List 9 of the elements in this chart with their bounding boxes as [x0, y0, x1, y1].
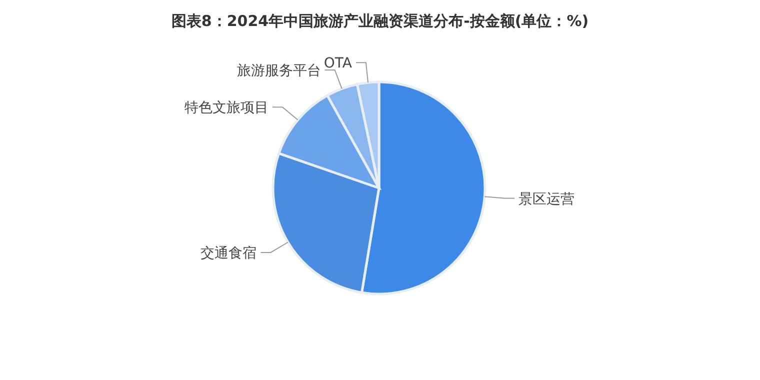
pie-slice: [278, 94, 380, 190]
slice-label: 交通食宿: [200, 245, 257, 262]
slice-label: OTA: [324, 56, 352, 72]
chart-title: 图表8：2024年中国旅游产业融资渠道分布-按金额(单位：%): [171, 12, 589, 30]
slice-label: 旅游服务平台: [236, 62, 321, 79]
slice-label: 景区运营: [518, 191, 575, 208]
pie-slice: [360, 80, 486, 296]
slice-label: 特色文旅项目: [184, 100, 268, 116]
pie-slice: [272, 152, 380, 294]
